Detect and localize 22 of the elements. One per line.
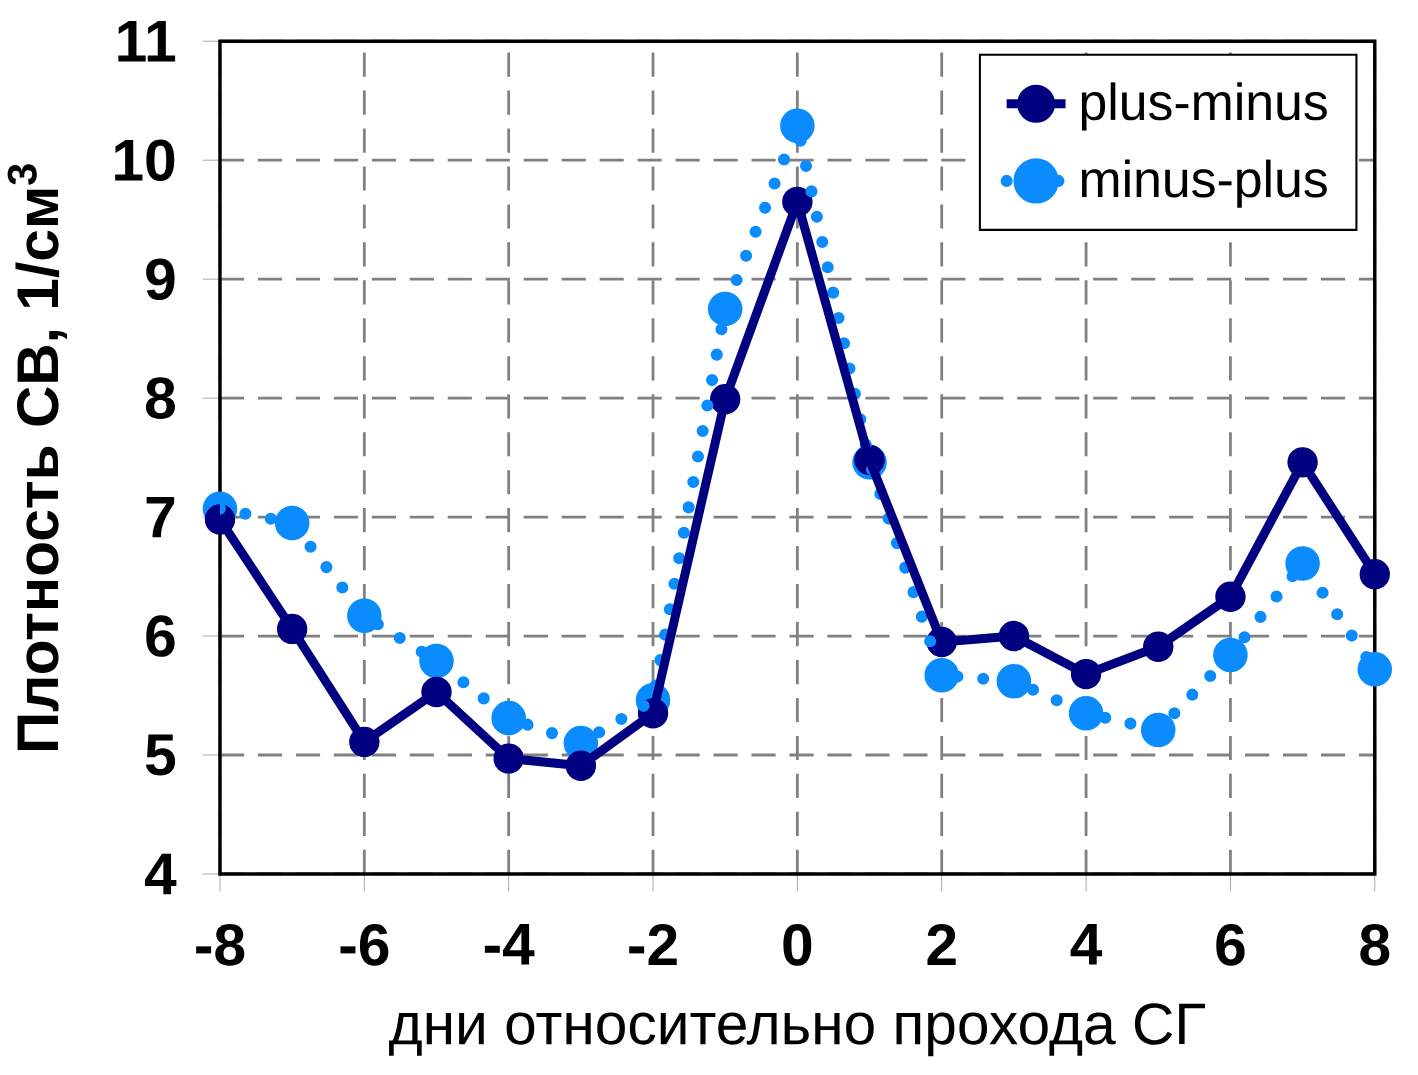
legend-label: plus-minus	[1081, 82, 1327, 131]
x-tick-label: 2	[927, 923, 956, 965]
x-tick-label: 6	[1216, 923, 1245, 966]
y-tick-label: 7	[146, 496, 175, 538]
legend-label: minus-plus	[1081, 159, 1327, 208]
y-tick-label: 8	[145, 377, 175, 419]
x-tick-label: 8	[1360, 923, 1390, 966]
y-tick-label: 6	[146, 615, 175, 657]
x-tick-label: 4	[1070, 923, 1103, 965]
y-tick-label: 11	[118, 20, 176, 62]
y-tick-label: 5	[145, 734, 176, 776]
x-axis-title: дни относительно прохода СГ	[389, 1003, 1206, 1057]
x-tick-label: 0	[783, 923, 812, 966]
y-tick-label: 4	[144, 853, 177, 895]
x-tick-label: -6	[340, 923, 389, 966]
y-tick-label: 10	[115, 139, 175, 181]
y-tick-label: 9	[146, 258, 175, 300]
x-tick-label: -4	[484, 923, 535, 965]
x-tick-label: -8	[196, 923, 245, 966]
point	[1357, 651, 1393, 687]
x-tick-label: -2	[629, 923, 677, 965]
y-axis-title: Плотность СВ, 1/см$^{3}$	[7, 164, 68, 750]
